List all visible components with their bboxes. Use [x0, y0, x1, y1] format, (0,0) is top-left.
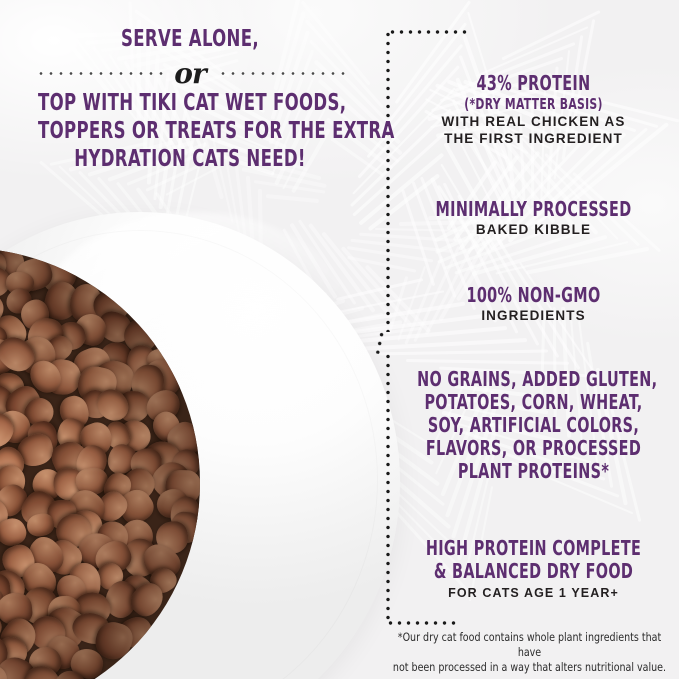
or-dotted-left	[36, 72, 166, 75]
claim-block-high-protein: HIGH PROTEIN COMPLETE & BALANCED DRY FOO…	[388, 537, 679, 601]
top-with-line-3: HYDRATION CATS NEED!	[74, 146, 306, 172]
divider-bottom-dotted	[386, 621, 456, 625]
high-protein-sub: FOR CATS AGE 1 YEAR+	[448, 586, 619, 600]
claim-block-minimally-processed: MINIMALLY PROCESSED BAKED KIBBLE	[388, 198, 679, 238]
divider-vertical-dotted	[386, 30, 390, 332]
claim-block-protein: 43% PROTEIN (*DRY MATTER BASIS) WITH REA…	[388, 72, 679, 147]
high-protein-line-2: & BALANCED DRY FOOD	[433, 559, 634, 583]
protein-sub-line-1: WITH REAL CHICKEN AS	[441, 114, 626, 129]
no-grains-line-1: NO GRAINS, ADDED GLUTEN,	[417, 367, 658, 391]
no-grains-line-2: POTATOES, CORN, WHEAT,	[424, 390, 643, 414]
kibble-bowl-image	[0, 212, 400, 679]
no-grains-line-5: PLANT PROTEINS*	[457, 459, 610, 483]
footnote-line-2: not been processed in a way that alters …	[392, 660, 667, 674]
no-grains-line-4: FLAVORS, OR PROCESSED	[425, 436, 642, 460]
protein-heading-sub: (*DRY MATTER BASIS)	[464, 95, 603, 113]
or-script-word: or	[174, 57, 206, 90]
no-grains-line-3: SOY, ARTIFICIAL COLORS,	[427, 413, 640, 437]
footnote-line-1: *Our dry cat food contains whole plant i…	[397, 630, 662, 659]
or-dotted-right	[218, 72, 346, 75]
minimally-processed-sub: BAKED KIBBLE	[475, 222, 592, 237]
protein-heading: 43% PROTEIN	[476, 71, 591, 95]
top-with-line-1: TOP WITH TIKI CAT WET FOODS,	[38, 90, 347, 116]
top-with-line-2: TOPPERS OR TREATS FOR THE EXTRA	[38, 118, 395, 144]
high-protein-line-1: HIGH PROTEIN COMPLETE	[425, 536, 642, 560]
left-headline-block: SERVE ALONE, or TOP WITH TIKI CAT WET FO…	[0, 26, 395, 173]
divider-top-dotted	[388, 30, 470, 34]
footnote: *Our dry cat food contains whole plant i…	[380, 630, 679, 675]
minimally-processed-heading: MINIMALLY PROCESSED	[435, 197, 632, 221]
claim-block-non-gmo: 100% NON-GMO INGREDIENTS	[388, 284, 679, 324]
or-row: or	[0, 55, 380, 90]
non-gmo-heading: 100% NON-GMO	[466, 283, 601, 307]
divider-vertical-dotted-lower	[386, 352, 390, 624]
serve-alone-line: SERVE ALONE,	[121, 26, 259, 52]
protein-sub-line-2: THE FIRST INGREDIENT	[444, 131, 623, 146]
non-gmo-sub: INGREDIENTS	[481, 308, 586, 323]
claim-block-no-grains: NO GRAINS, ADDED GLUTEN, POTATOES, CORN,…	[388, 368, 679, 483]
